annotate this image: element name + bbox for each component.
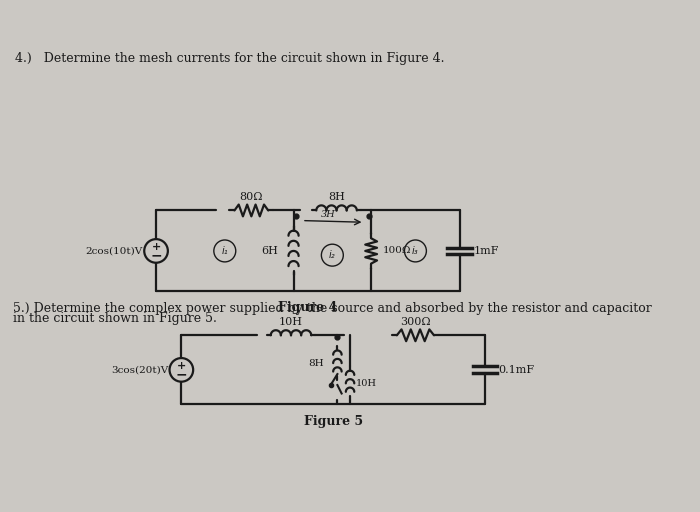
- Text: 4.)   Determine the mesh currents for the circuit shown in Figure 4.: 4.) Determine the mesh currents for the …: [15, 52, 444, 65]
- Text: 0.1mF: 0.1mF: [498, 365, 535, 375]
- Text: 300Ω: 300Ω: [400, 317, 430, 327]
- Text: in the circuit shown in Figure 5.: in the circuit shown in Figure 5.: [13, 312, 216, 325]
- Text: −: −: [176, 367, 187, 381]
- Text: 10H: 10H: [356, 379, 377, 388]
- Text: −: −: [150, 248, 162, 262]
- Text: 6H: 6H: [262, 246, 279, 256]
- Text: i₂: i₂: [329, 250, 336, 260]
- Text: 3H: 3H: [321, 210, 335, 219]
- Text: i₁: i₁: [221, 246, 228, 256]
- Text: Figure 5: Figure 5: [304, 415, 363, 428]
- Text: +: +: [151, 242, 161, 252]
- Text: 8H: 8H: [308, 358, 324, 368]
- Text: i₃: i₃: [412, 246, 419, 256]
- Text: 5.) Determine the complex power supplied by the source and absorbed by the resis: 5.) Determine the complex power supplied…: [13, 302, 652, 314]
- Text: 1mF: 1mF: [473, 246, 498, 256]
- Text: 3cos(20t)V: 3cos(20t)V: [111, 366, 169, 374]
- Text: 10H: 10H: [279, 317, 303, 327]
- Text: 2cos(10t)V: 2cos(10t)V: [85, 246, 143, 255]
- Text: 8H: 8H: [328, 192, 345, 202]
- Text: Figure 4: Figure 4: [279, 301, 337, 314]
- Text: 80Ω: 80Ω: [239, 192, 263, 202]
- Text: +: +: [176, 360, 186, 371]
- Text: 100Ω: 100Ω: [383, 246, 412, 255]
